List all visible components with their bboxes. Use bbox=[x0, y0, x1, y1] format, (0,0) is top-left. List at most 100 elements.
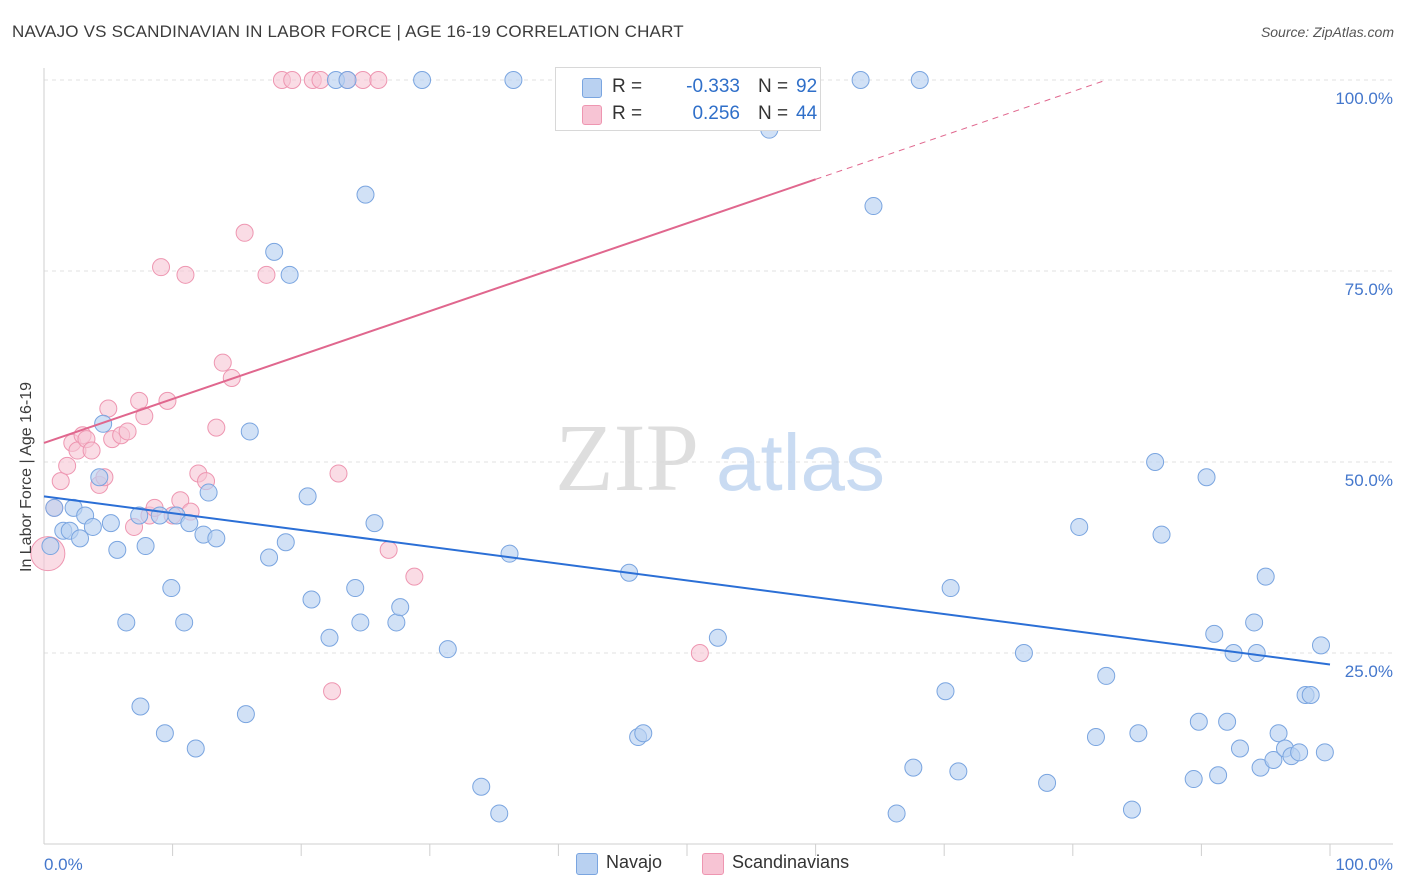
source-label: Source: ZipAtlas.com bbox=[1260, 24, 1394, 40]
x-tick-label-1: 100.0% bbox=[1335, 855, 1393, 874]
navajo-points bbox=[41, 71, 1334, 823]
navajo-point bbox=[1189, 712, 1208, 731]
navajo-point bbox=[1264, 750, 1283, 769]
legend-label-navajo: Navajo bbox=[606, 852, 663, 872]
navajo-point bbox=[1230, 739, 1249, 758]
navajo-point bbox=[1245, 613, 1264, 632]
scandinavians-point bbox=[283, 71, 302, 89]
navajo-swatch bbox=[576, 853, 598, 875]
navajo-point bbox=[1311, 636, 1330, 655]
navajo-point bbox=[186, 739, 205, 758]
navajo-point bbox=[130, 506, 149, 525]
navajo-point bbox=[136, 537, 155, 556]
navajo-point bbox=[150, 506, 169, 525]
scandinavians-swatch bbox=[702, 853, 724, 875]
navajo-point bbox=[265, 242, 284, 261]
grid bbox=[44, 79, 1393, 654]
navajo-point bbox=[90, 468, 109, 487]
navajo-point bbox=[207, 529, 226, 548]
scandinavians-point bbox=[323, 682, 342, 701]
navajo-point bbox=[1184, 770, 1203, 789]
r-label: R = bbox=[612, 76, 643, 97]
navajo-point bbox=[1152, 525, 1171, 544]
scandinavians-point bbox=[235, 223, 254, 242]
navajo-point bbox=[1097, 666, 1116, 685]
navajo-point bbox=[162, 579, 181, 598]
scandinavians-point bbox=[176, 265, 195, 284]
tick-labels: 0.0% 100.0% 100.0% 75.0% 50.0% 25.0% bbox=[44, 89, 1393, 874]
r-value: -0.333 bbox=[686, 76, 740, 97]
watermark-atlas: atlas bbox=[716, 418, 885, 507]
scandinavians-trend-extension bbox=[815, 79, 1107, 180]
navajo-point bbox=[1209, 766, 1228, 785]
navajo-point bbox=[1122, 800, 1141, 819]
navajo-point bbox=[708, 628, 727, 647]
navajo-point bbox=[298, 487, 317, 506]
navajo-point bbox=[41, 537, 60, 556]
legend-series: Navajo Scandinavians bbox=[0, 852, 1406, 878]
navajo-point bbox=[1146, 453, 1165, 471]
scandinavians-point bbox=[99, 399, 118, 418]
watermark-zip: ZIP bbox=[555, 404, 699, 511]
navajo-point bbox=[45, 498, 64, 517]
navajo-point bbox=[365, 514, 384, 533]
navajo-point bbox=[276, 533, 295, 552]
scandinavians-point bbox=[353, 71, 372, 89]
n-value: 44 bbox=[796, 103, 818, 124]
navajo-point bbox=[83, 517, 102, 536]
navajo-swatch bbox=[582, 78, 602, 98]
navajo-point bbox=[1129, 724, 1148, 743]
scandinavians-trend-line bbox=[43, 178, 816, 444]
navajo-point bbox=[236, 705, 255, 724]
navajo-point bbox=[131, 697, 150, 716]
navajo-point bbox=[1205, 624, 1224, 643]
scandinavians-point bbox=[405, 567, 424, 586]
navajo-point bbox=[94, 414, 113, 433]
y-tick-label-50: 50.0% bbox=[1345, 471, 1393, 490]
scandinavians-swatch bbox=[582, 105, 602, 125]
n-label: N = bbox=[758, 103, 789, 124]
navajo-point bbox=[175, 613, 194, 632]
navajo-point bbox=[338, 71, 357, 89]
scandinavians-points bbox=[30, 71, 709, 701]
navajo-point bbox=[1301, 686, 1320, 705]
navajo-point bbox=[500, 544, 519, 563]
scandinavians-point bbox=[369, 71, 388, 89]
y-tick-label-100: 100.0% bbox=[1335, 89, 1393, 108]
scandinavians-point bbox=[118, 422, 137, 441]
navajo-point bbox=[346, 579, 365, 598]
scandinavians-point bbox=[311, 71, 330, 89]
navajo-point bbox=[240, 422, 259, 441]
x-tick-label-0: 0.0% bbox=[44, 855, 83, 874]
navajo-point bbox=[1290, 743, 1309, 762]
navajo-point bbox=[391, 598, 410, 617]
scandinavians-point bbox=[329, 464, 348, 483]
y-tick-label-25: 25.0% bbox=[1345, 662, 1393, 681]
r-value: 0.256 bbox=[692, 103, 740, 124]
navajo-point bbox=[117, 613, 136, 632]
scandinavians-point bbox=[130, 391, 149, 410]
scandinavians-point bbox=[379, 540, 398, 559]
navajo-point bbox=[887, 804, 906, 823]
navajo-point bbox=[936, 682, 955, 701]
n-value: 92 bbox=[796, 76, 818, 97]
navajo-point bbox=[413, 71, 432, 89]
navajo-point bbox=[1038, 773, 1057, 792]
navajo-point bbox=[1070, 517, 1089, 536]
navajo-point bbox=[260, 548, 279, 567]
axes bbox=[43, 68, 1393, 856]
scandinavians-point bbox=[257, 265, 276, 284]
navajo-point bbox=[634, 724, 653, 743]
navajo-point bbox=[1269, 724, 1288, 743]
navajo-point bbox=[941, 579, 960, 598]
navajo-point bbox=[180, 514, 199, 533]
navajo-point bbox=[1218, 712, 1237, 731]
navajo-point bbox=[71, 529, 90, 548]
navajo-point bbox=[472, 777, 491, 796]
navajo-trend-line bbox=[43, 495, 1331, 666]
navajo-point bbox=[351, 613, 370, 632]
navajo-point bbox=[199, 483, 218, 502]
navajo-point bbox=[490, 804, 509, 823]
navajo-point bbox=[320, 628, 339, 647]
